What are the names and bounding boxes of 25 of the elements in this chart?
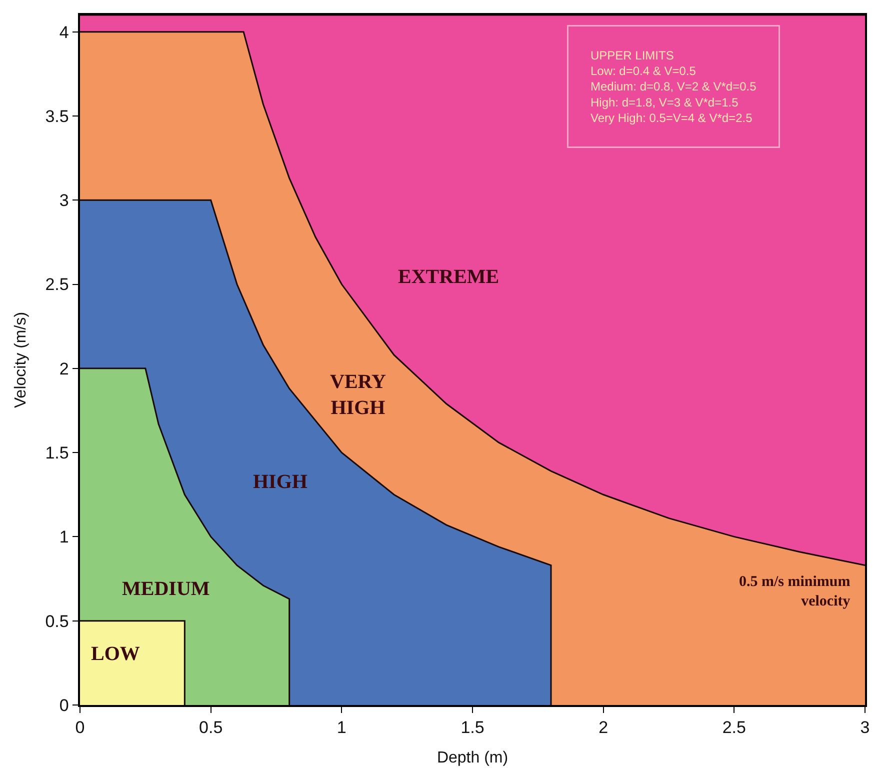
x-axis-title: Depth (m) (436, 749, 508, 766)
series-label: VERY HIGH (330, 371, 387, 419)
x-tick-label: 1 (336, 718, 346, 738)
x-tick-label: 0.5 (199, 718, 223, 738)
y-tick-label: 3 (59, 191, 69, 210)
y-tick-label: 3.5 (45, 106, 69, 126)
x-tick-label: 2 (598, 718, 608, 738)
x-tick-label: 2.5 (722, 718, 746, 738)
series-label: LOW (91, 643, 140, 665)
series-label: MEDIUM (122, 578, 210, 600)
annotation: 0.5 m/s minimum velocity (739, 574, 851, 610)
y-tick-label: 0 (59, 696, 69, 715)
x-tick-label: 1.5 (460, 718, 484, 738)
x-tick-label: 3 (860, 718, 870, 738)
series-label: HIGH (253, 471, 308, 493)
y-tick-label: 4 (59, 22, 69, 42)
y-tick-label: 2.5 (45, 275, 69, 294)
series-label: EXTREME (398, 266, 500, 288)
y-tick-label: 1 (59, 528, 69, 547)
y-axis-title: Velocity (m/s) (12, 312, 30, 408)
y-tick-label: 1.5 (45, 444, 69, 463)
y-tick-label: 0.5 (45, 612, 69, 631)
y-tick-label: 2 (59, 359, 69, 378)
x-tick-label: 0 (75, 718, 85, 738)
annotation: UPPER LIMITS Low: d=0.4 & V=0.5 Medium: d=0.8, V=2 & V*d=0.5 High: d=1.8, V=3 & V*d=1.5 Very High: 0.5=V=4 & V*d=2.5 (590, 48, 757, 125)
